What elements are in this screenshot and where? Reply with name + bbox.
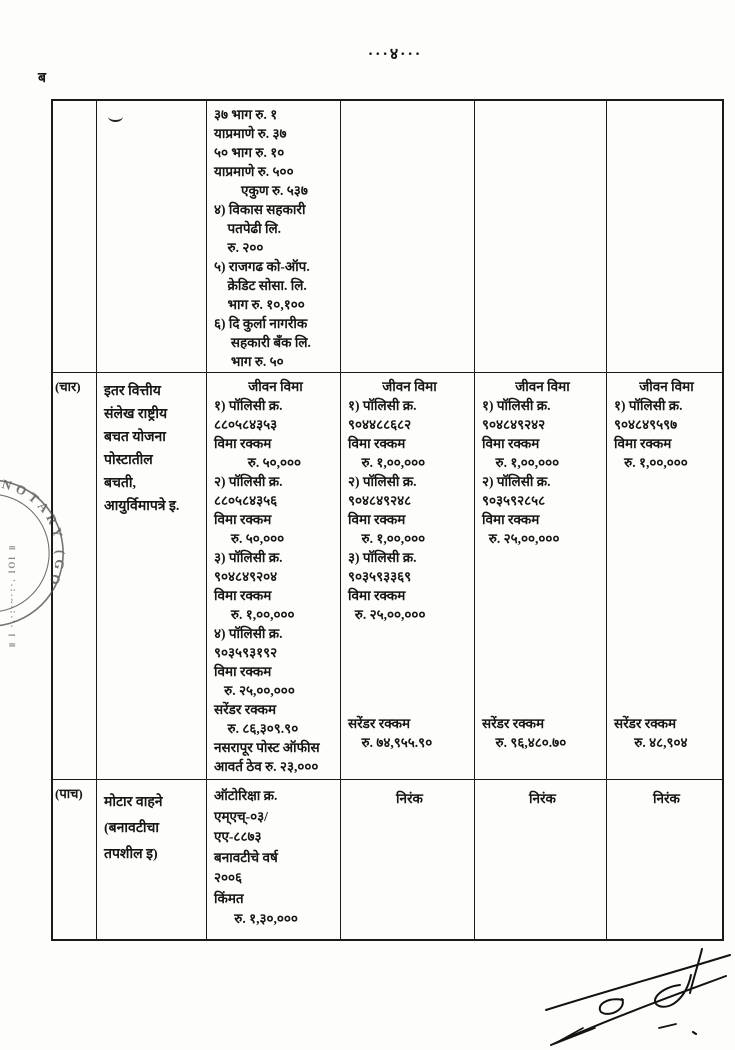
surrender-amount: सरेंडर रक्कम रु. ७४,९५५.९० [348,716,433,750]
insurance-policies: १) पॉलिसी क्र. ९०४८४९५९७ विमा रक्कम रु. … [614,398,688,470]
cell-description-4: इतर वित्तीय संलेख राष्ट्रीय बचत योजना पो… [97,373,207,780]
cell-description-5: मोटार वाहने (बनावटीचा तपशील इ) [97,780,207,939]
cell-serial-5: (पाच) [53,780,97,939]
cell-empty-a5 [475,101,607,373]
insurance-policies: १) पॉलिसी क्र. ९०४४८८६८२ विमा रक्कम रु. … [348,398,426,622]
cell-nil-2: निरंक [475,780,607,939]
cell-empty-a6 [607,101,722,373]
insurance-heading: जीवन विमा [248,379,303,394]
surrender-amount: सरेंडर रक्कम रु. ९६,४८०.७० [482,716,567,750]
cell-serial-cont [53,101,97,373]
cell-insurance-4: जीवन विमा १) पॉलिसी क्र. ९०४८४९५९७ विमा र… [607,373,722,780]
stamp-arc-text: NOTARY (GO [0,476,76,592]
insurance-heading: जीवन विमा [382,379,437,394]
cell-empty-a4 [341,101,475,373]
cell-insurance-1: जीवन विमा १) पॉलिसी क्र. ८८०५८४३५३ विमा र… [207,373,341,780]
cell-serial-4: (चार) [53,373,97,780]
pen-tick-mark [108,111,123,122]
signature-icon [545,948,731,1046]
insurance-policies: १) पॉलिसी क्र. ९०४८४९२४२ विमा रक्कम रु. … [482,398,560,546]
cell-nil-1: निरंक [341,780,475,939]
details-table: ३७ भाग रु. १ याप्रमाणे रु. ३७ ५० भाग रु.… [51,99,724,941]
insurance-policies: १) पॉलिसी क्र. ८८०५८४३५३ विमा रक्कम रु. … [214,398,320,774]
corner-mark: ब [38,71,46,86]
insurance-heading: जीवन विमा [515,379,570,394]
cell-insurance-2: जीवन विमा १) पॉलिसी क्र. ९०४४८८६८२ विमा र… [341,373,475,780]
cell-insurance-3: जीवन विमा १) पॉलिसी क्र. ९०४८४९२४२ विमा र… [475,373,607,780]
insurance-heading: जीवन विमा [639,379,694,394]
cell-vehicle-detail: ऑटोरिक्षा क्र. एम्एच्-०३/ एए-८८७३ बनावटी… [207,780,341,939]
cell-desc-cont [97,101,207,373]
surrender-amount: सरेंडर रक्कम रु. ४८,९०४ [614,716,688,750]
cell-nil-3: निरंक [653,791,680,806]
page-number: ···४··· [367,46,423,63]
cell-shares-detail: ३७ भाग रु. १ याप्रमाणे रु. ३७ ५० भाग रु.… [207,101,341,373]
notary-stamp-icon: NOTARY (GO [0,476,76,627]
svg-text:NOTARY (GO: NOTARY (GO [0,476,76,592]
